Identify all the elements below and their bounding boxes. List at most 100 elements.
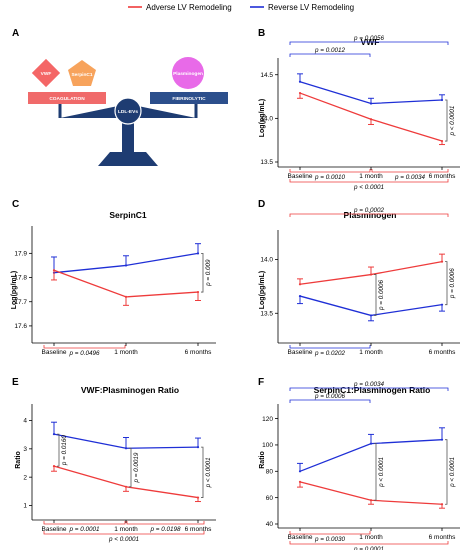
data-point [298, 283, 302, 286]
x-tick-label: Baseline [288, 173, 313, 180]
significance-bracket [289, 53, 371, 57]
series-line-1 [53, 465, 199, 499]
y-tick-label: 17.7 [14, 299, 27, 306]
data-point [298, 294, 302, 298]
significance-bracket [445, 99, 448, 142]
significance-bracket [57, 433, 60, 467]
y-tick-label: 13.5 [260, 159, 273, 166]
y-tick-label: 1 [23, 503, 27, 510]
p-value-label: p = 0.0006 [378, 280, 385, 311]
data-point [124, 447, 128, 450]
significance-bracket [289, 387, 449, 391]
significance-bracket [445, 439, 448, 505]
x-tick-label: 1 month [359, 349, 383, 356]
data-point [440, 98, 444, 102]
x-tick-label: Baseline [42, 349, 67, 356]
p-value-label: p < 0.0001 [449, 457, 456, 488]
data-point [440, 503, 444, 506]
vwf-label: VWF [41, 71, 52, 77]
significance-bracket [374, 443, 377, 501]
panel-letter-d: D [258, 199, 265, 210]
p-value-label: p = 0.0496 [69, 350, 100, 357]
legend-label-reverse: Reverse LV Remodeling [268, 3, 354, 12]
vwf-diamond-icon [31, 58, 61, 88]
significance-bracket [43, 345, 126, 349]
x-tick-label: 6 months [429, 173, 456, 180]
y-tick-label: 2 [23, 474, 27, 481]
data-point [196, 496, 200, 499]
p-value-label: p = 0.0006 [449, 268, 456, 299]
y-tick-label: 14.0 [260, 257, 273, 264]
y-tick-label: 14.0 [260, 116, 273, 123]
y-tick-label: 3 [23, 446, 27, 453]
data-point [440, 139, 444, 143]
coagulation-pan [28, 92, 106, 104]
y-tick-label: 60 [266, 495, 274, 502]
y-tick-label: 40 [266, 521, 274, 528]
chart-panel-e: E VWF:Plasminogen Ratio Ratio 1 2 3 4 Baseli… [12, 377, 216, 543]
p-value-label: p = 0.0034 [353, 381, 384, 388]
x-tick-label: 6 months [185, 526, 212, 533]
y-tick-label: 17.6 [14, 323, 27, 330]
p-value-label: p < 0.0001 [353, 184, 384, 191]
plot-area-f: 40 60 80 100 120 Baseline 1 month 6 months p = 0… [262, 381, 460, 550]
serpinc1-label: SerpinC1 [71, 72, 92, 78]
p-value-label: p = 0.0202 [314, 350, 345, 357]
p-value-label: p = 0.0034 [394, 174, 425, 181]
p-value-label: p < 0.0001 [378, 457, 385, 488]
chart-title-f: SerpinC1:Plasminogen Ratio [314, 385, 431, 395]
y-axis-label-b: Log(pg/mL) [259, 99, 266, 138]
legend: Adverse LV Remodeling Reverse LV Remodel… [128, 3, 354, 12]
x-tick-label: 1 month [114, 526, 138, 533]
y-tick-label: 100 [262, 442, 273, 449]
p-value-label: p = 0.0001 [353, 546, 384, 550]
panel-letter-c: C [12, 199, 19, 210]
data-point [52, 269, 56, 272]
significance-bracket [289, 213, 449, 217]
data-point [124, 264, 128, 267]
chart-title-d: Plasminogen [344, 210, 397, 220]
data-point [369, 314, 373, 317]
x-tick-label: 1 month [114, 349, 138, 356]
data-point [369, 442, 373, 445]
plot-area-b: 13.5 14.0 14.5 Baseline 1 month 6 months p = 0… [260, 35, 460, 191]
chart-title-c: SerpinC1 [109, 210, 147, 220]
y-tick-label: 17.8 [14, 275, 27, 282]
data-point [298, 480, 302, 483]
data-point [196, 446, 200, 449]
x-tick-label: Baseline [288, 349, 313, 356]
data-point [369, 499, 373, 502]
data-point [298, 80, 302, 83]
y-axis-label-c: Log(pg/mL) [11, 271, 18, 310]
p-value-label: p = 0.0010 [314, 174, 345, 181]
p-value-label: p = 0.0198 [150, 526, 181, 533]
chart-title-e: VWF:Plasminogen Ratio [81, 385, 179, 395]
significance-bracket [289, 345, 371, 349]
data-point [124, 485, 128, 488]
data-point [52, 465, 56, 468]
plot-area-c: 17.6 17.7 17.8 17.9 Baseline 1 month 6 months p… [14, 226, 216, 357]
significance-bracket [289, 169, 371, 173]
significance-bracket [289, 179, 449, 183]
significance-bracket [445, 261, 448, 306]
y-tick-label: 13.5 [260, 310, 273, 317]
significance-bracket [371, 169, 449, 173]
significance-bracket [201, 252, 204, 293]
data-point [124, 295, 128, 298]
y-tick-label: 120 [262, 416, 273, 423]
data-point [369, 273, 373, 276]
coagulation-label: COAGULATION [49, 96, 85, 102]
x-tick-label: 1 month [359, 534, 383, 541]
significance-bracket [201, 446, 204, 498]
chart-panel-c: C SerpinC1 Log(pg/mL) 17.6 17.7 17.8 17.9 Ba… [11, 199, 216, 357]
y-tick-label: 80 [266, 468, 274, 475]
series-line-1 [53, 269, 199, 298]
p-value-label: p = 0.0019 [133, 452, 140, 483]
serpinc1-pentagon-icon [68, 60, 96, 86]
p-value-label: p < 0.0001 [449, 106, 456, 137]
x-tick-label: 6 months [429, 534, 456, 541]
plot-area-e: 1 2 3 4 Baseline 1 month 6 months p = 0.0001 p =… [23, 404, 216, 543]
fibrinolytic-pan [150, 92, 228, 104]
data-point [369, 118, 373, 121]
